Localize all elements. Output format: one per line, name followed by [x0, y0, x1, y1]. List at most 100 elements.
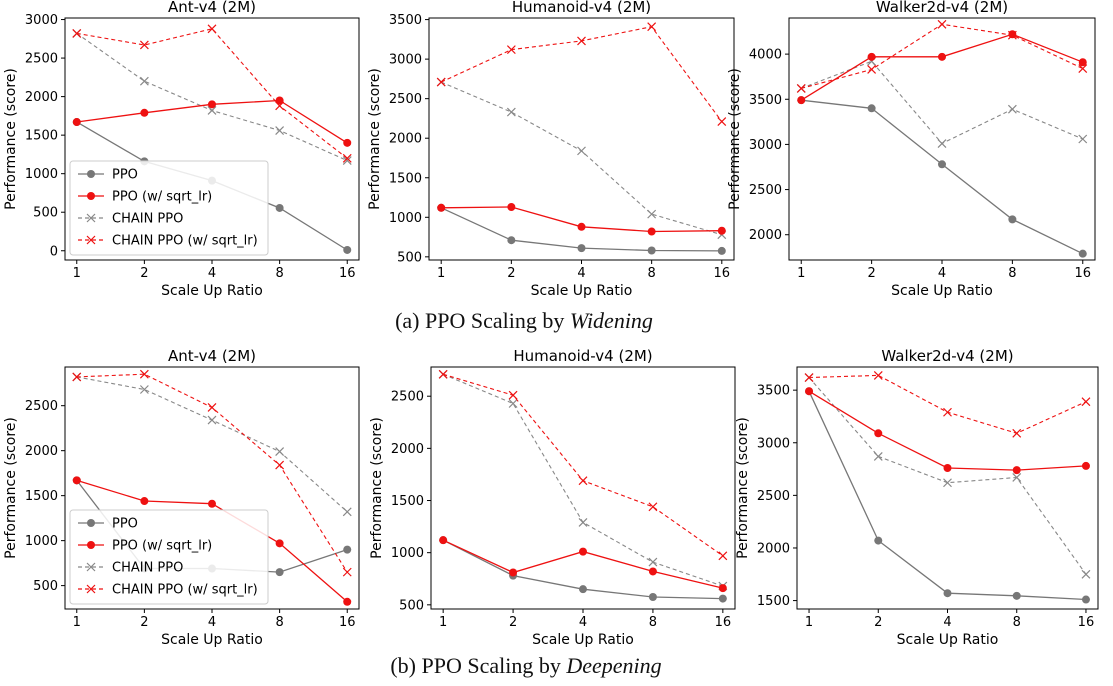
y-tick-label: 3000	[25, 13, 58, 28]
series-ppo-w-sqrt-lr	[72, 96, 352, 147]
legend-marker	[86, 235, 96, 245]
x-tick-label: 4	[577, 266, 585, 281]
data-point	[648, 502, 658, 512]
y-tick-label: 1000	[391, 546, 424, 561]
data-point	[804, 373, 814, 382]
data-point	[1008, 215, 1017, 224]
data-point	[207, 403, 217, 412]
series-line	[808, 374, 1087, 434]
data-point	[506, 107, 516, 117]
data-point	[938, 52, 946, 61]
y-tick-label: 2500	[25, 399, 58, 414]
legend-label: CHAIN PPO	[112, 212, 183, 227]
data-point	[1078, 58, 1087, 67]
series-ppo	[805, 387, 1090, 604]
data-point	[874, 429, 883, 438]
data-point	[867, 65, 877, 74]
legend-box	[69, 509, 269, 605]
series-chain-ppo-w-sqrt-lr	[436, 22, 727, 127]
data-point	[343, 597, 352, 606]
data-point	[438, 369, 448, 379]
data-point	[805, 387, 814, 396]
x-axis-label: Scale Up Ratio	[897, 632, 999, 648]
series-ppo	[439, 536, 727, 603]
data-point	[579, 547, 587, 556]
x-tick-label: 1	[73, 615, 81, 630]
legend-marker	[87, 519, 95, 527]
data-point	[208, 100, 216, 109]
data-point	[509, 568, 518, 577]
data-point	[577, 244, 586, 253]
data-point	[648, 593, 657, 602]
data-point	[943, 407, 952, 417]
x-tick-label: 16	[339, 615, 356, 630]
x-tick-label: 1	[73, 266, 81, 281]
data-point	[873, 452, 883, 461]
x-tick-label: 4	[938, 266, 946, 281]
series-chain-ppo	[796, 56, 1088, 148]
data-point	[139, 385, 149, 394]
y-tick-label: 2500	[25, 52, 58, 67]
x-tick-label: 8	[649, 615, 657, 630]
chart-deepen-ant: Ant-v4 (2M) 1 2 4 8 16 500 1000 1500 2000 2500 Scal…	[3, 347, 360, 648]
caption-b-emph: Deepening	[565, 653, 661, 678]
y-tick-label: 2500	[389, 92, 422, 107]
legend-label: CHAIN PPO (w/ sqrt_lr)	[112, 583, 258, 598]
data-point	[1081, 569, 1091, 579]
data-point	[718, 594, 727, 603]
x-axis-label: Scale Up Ratio	[161, 283, 263, 299]
y-tick-label: 1000	[25, 167, 58, 182]
chart-title: Humanoid-v4 (2M)	[512, 0, 651, 16]
data-point	[343, 245, 352, 254]
series-chain-ppo-w-sqrt-lr	[438, 369, 728, 561]
y-axis-label: Performance (score)	[3, 68, 19, 210]
chart-title: Walker2d-v4 (2M)	[881, 347, 1013, 365]
data-point	[139, 76, 149, 86]
x-tick-label: 2	[874, 615, 882, 630]
data-point	[647, 227, 656, 236]
y-axis-label: Performance (score)	[367, 68, 383, 210]
y-tick-label: 3000	[749, 138, 782, 153]
y-tick-label: 3500	[757, 384, 790, 399]
chart-title: Ant-v4 (2M)	[168, 0, 256, 16]
series-ppo	[437, 203, 726, 255]
data-point	[275, 96, 284, 105]
x-tick-label: 2	[140, 615, 148, 630]
series-ppo-w-sqrt-lr	[72, 476, 352, 606]
data-point	[1012, 473, 1022, 482]
data-point	[275, 126, 285, 135]
plot-frame	[430, 366, 736, 610]
x-tick-label: 4	[208, 266, 216, 281]
series-line	[800, 33, 1084, 101]
legend-box	[69, 160, 269, 256]
y-tick-label: 2500	[749, 183, 782, 198]
y-tick-label: 3000	[757, 436, 790, 451]
data-point	[139, 369, 149, 379]
series-line	[443, 373, 724, 557]
x-tick-label: 2	[507, 266, 515, 281]
data-point	[275, 460, 285, 470]
x-tick-label: 1	[437, 266, 445, 281]
data-point	[718, 551, 728, 561]
series-ppo-w-sqrt-lr	[805, 387, 1090, 475]
legend-label: PPO (w/ sqrt_lr)	[112, 190, 212, 205]
data-point	[507, 236, 516, 245]
series-line	[440, 81, 722, 236]
legend-marker	[87, 170, 95, 178]
chart-title: Ant-v4 (2M)	[168, 347, 256, 365]
x-tick-label: 16	[1074, 266, 1091, 281]
series-chain-ppo	[436, 77, 727, 240]
data-point	[1012, 466, 1021, 475]
data-point	[718, 584, 727, 593]
data-point	[275, 568, 284, 577]
data-point	[207, 24, 217, 34]
data-point	[1081, 461, 1090, 470]
chart-widen-humanoid: Humanoid-v4 (2M) 1 2 4 8 16 500 1000 1500 2000 250…	[367, 0, 735, 299]
series-line	[808, 390, 1087, 471]
y-tick-label: 1500	[391, 494, 424, 509]
x-tick-label: 1	[797, 266, 805, 281]
y-axis-label: Performance (score)	[735, 417, 751, 559]
series-chain-ppo	[72, 372, 352, 517]
data-point	[343, 545, 352, 554]
plot-frame	[796, 366, 1099, 610]
